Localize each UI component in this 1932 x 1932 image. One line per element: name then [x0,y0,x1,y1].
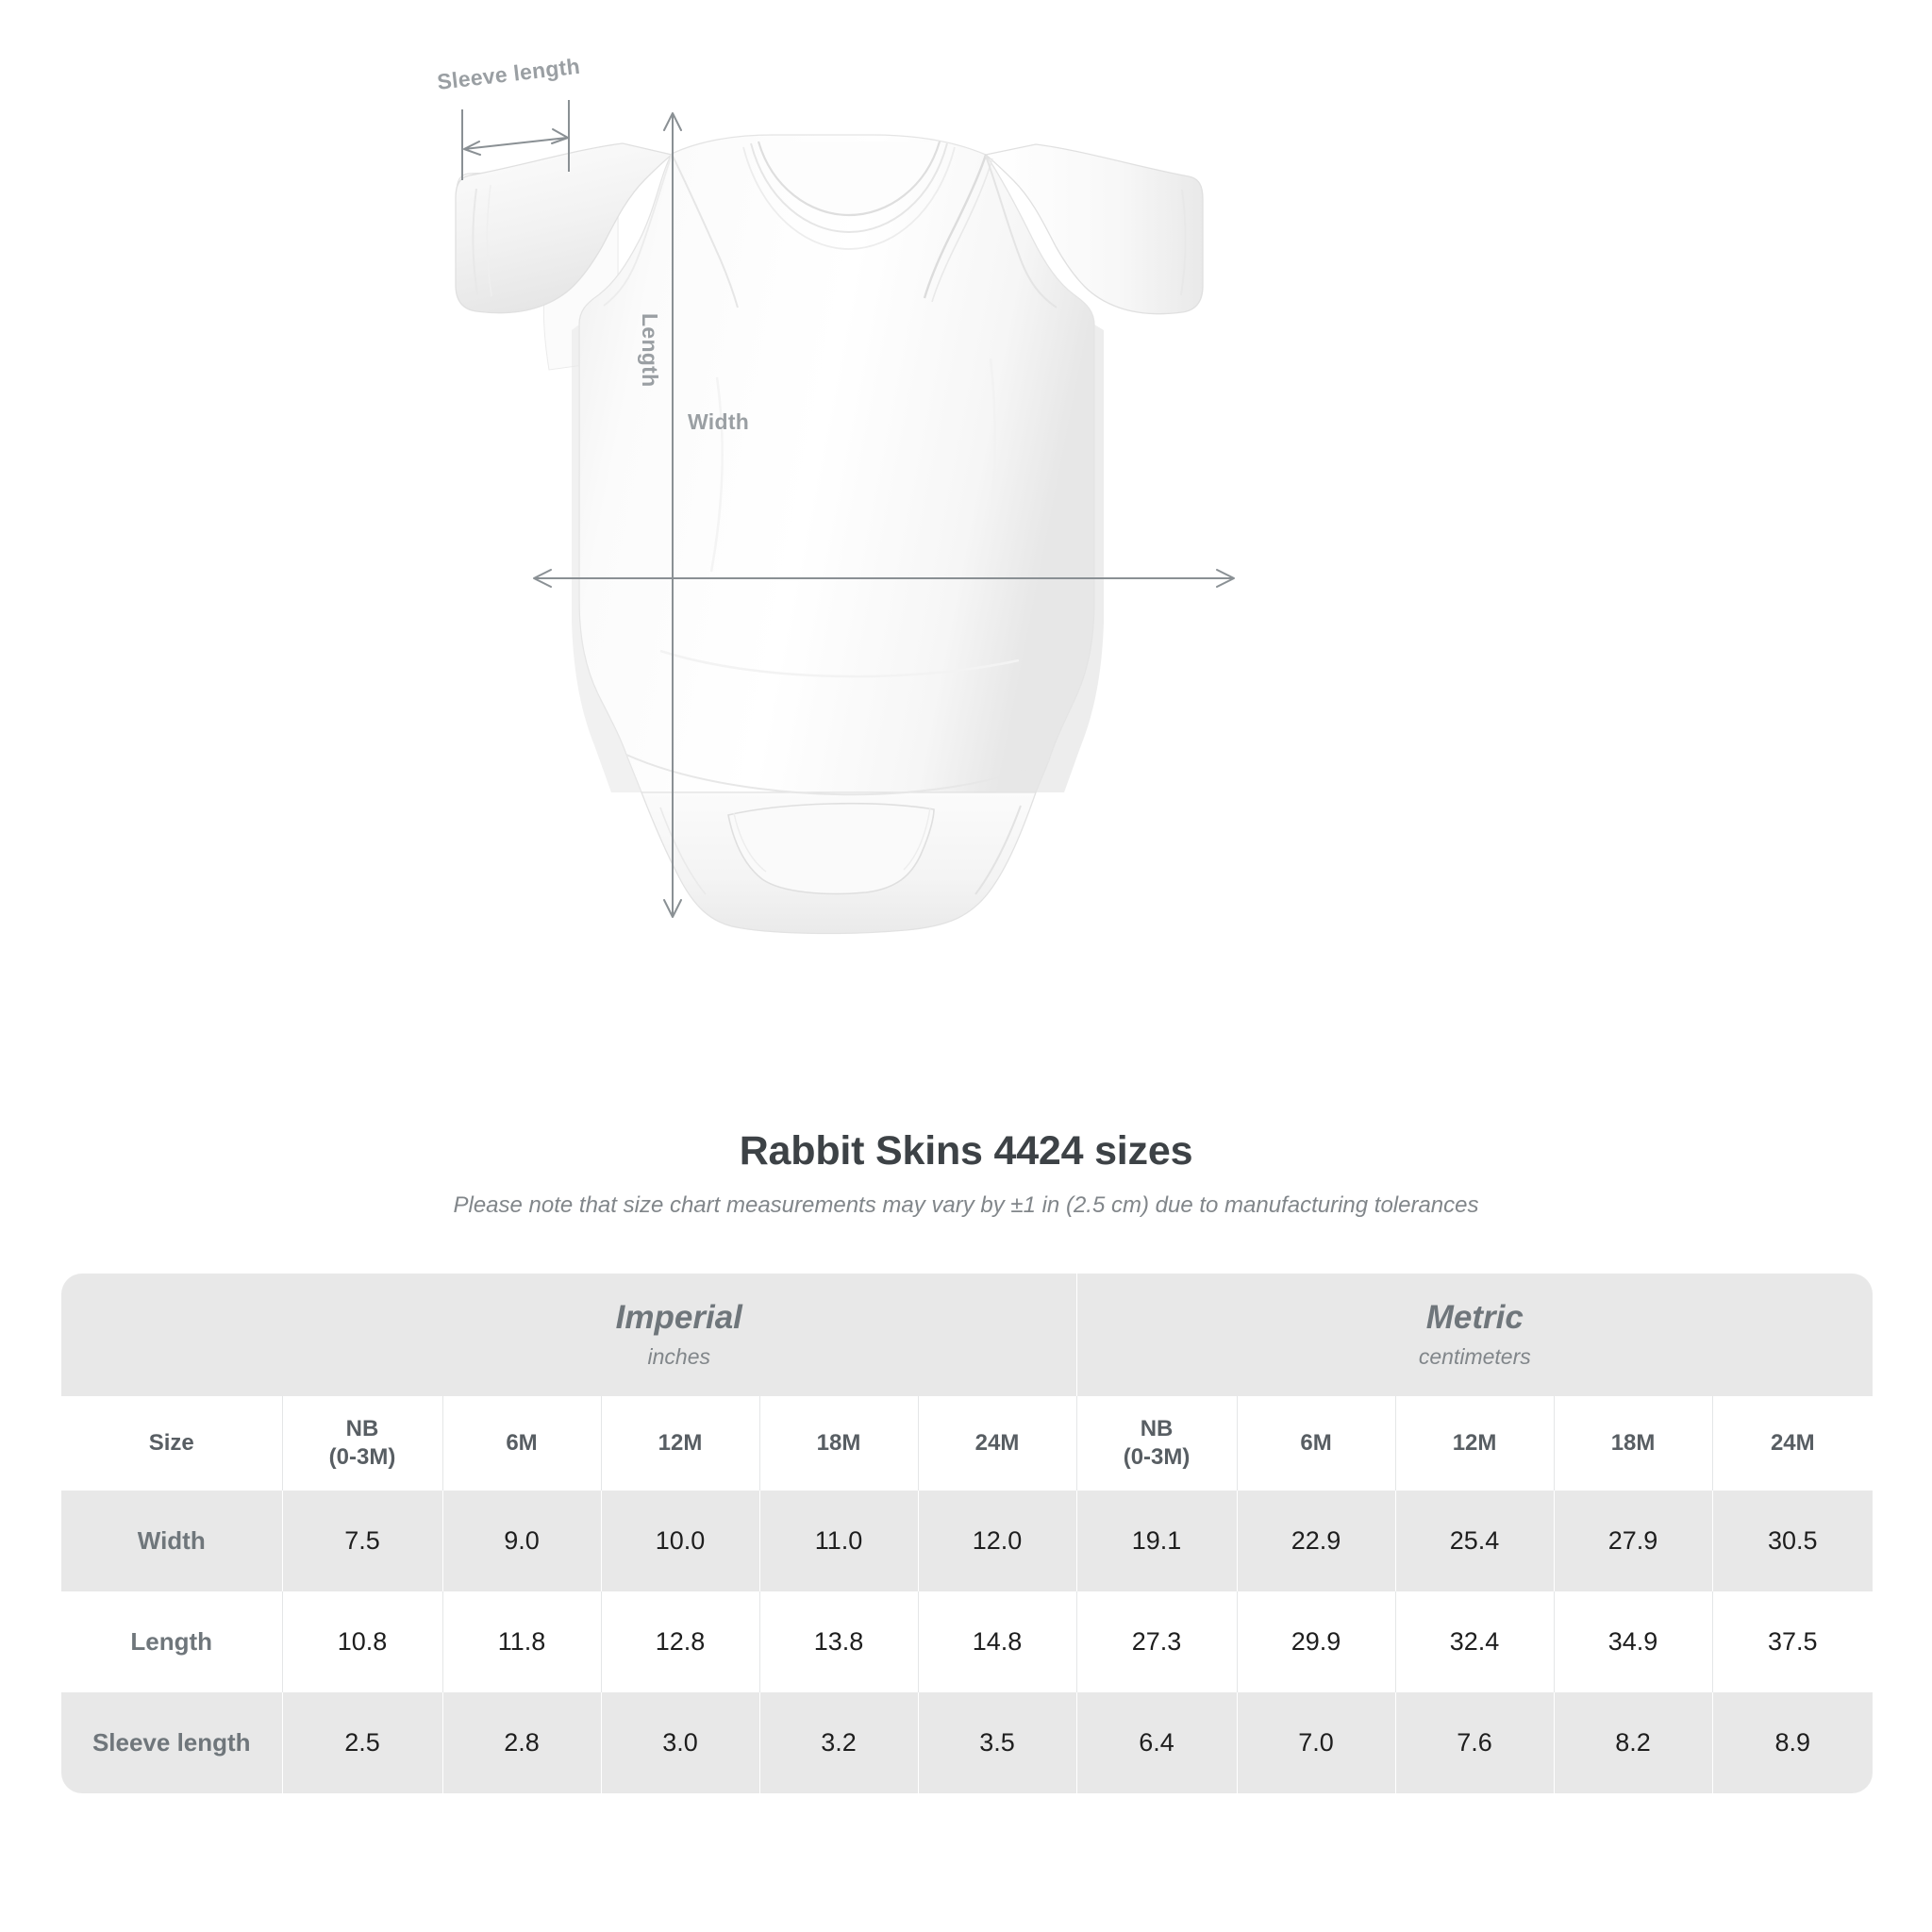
cell-width-imperial-24m: 12.0 [918,1491,1077,1591]
right-sleeve-outer [984,143,1204,315]
cell-length-metric-12m: 32.4 [1395,1591,1555,1692]
cell-length-metric-24m: 37.5 [1712,1591,1874,1692]
cell-width-imperial-18m: 11.0 [759,1491,919,1591]
cell-sleeve-imperial-nb: 2.5 [282,1692,443,1793]
width-dimension [533,569,1235,588]
right-armhole-seam [985,155,1058,308]
right-sleeve-hem-stitch [1166,185,1173,298]
cell-length-imperial-6m: 11.8 [442,1591,602,1692]
cell-width-metric-6m: 22.9 [1237,1491,1396,1591]
fabric-fold-1 [709,376,724,573]
neck-opening [757,141,941,217]
body-left-shadow [572,325,641,792]
length-dimension [663,112,682,918]
cell-width-metric-12m: 25.4 [1395,1491,1555,1591]
title-block: Rabbit Skins 4424 sizes Please note that… [0,1128,1932,1219]
cell-length-metric-6m: 29.9 [1237,1591,1396,1692]
right-sleeve-hem-seam [1180,189,1187,296]
size-chart-table-container: Imperial inches Metric centimeters Size … [61,1274,1874,1793]
cell-width-imperial-nb: 7.5 [282,1491,443,1591]
size-col-header-imperial-nb: NB (0-3M) [282,1396,443,1491]
cell-sleeve-imperial-6m: 2.8 [442,1692,602,1793]
size-chart-table: Imperial inches Metric centimeters Size … [61,1274,1874,1793]
size-col-header-text: NB [1140,1416,1174,1441]
unit-band-row: Imperial inches Metric centimeters [61,1274,1874,1396]
garment-diagram-panel: Sleeve length Length Width [436,54,1235,935]
snap-flap-stitch-left [733,812,767,873]
page-title: Rabbit Skins 4424 sizes [739,1128,1193,1174]
cell-sleeve-metric-18m: 8.2 [1554,1692,1713,1793]
unit-band-blank-cell [61,1274,282,1396]
unit-group-metric-unit: centimeters [1418,1344,1531,1370]
size-col-header-metric-6m: 6M [1237,1396,1396,1491]
size-col-header-metric-18m: 18M [1554,1396,1713,1491]
cell-width-metric-18m: 27.9 [1554,1491,1713,1591]
cell-sleeve-metric-6m: 7.0 [1237,1692,1396,1793]
cell-width-metric-24m: 30.5 [1712,1491,1874,1591]
unit-group-imperial-unit: inches [647,1344,711,1370]
body-right-shadow [1036,325,1104,792]
collar-stitch-line [742,146,956,250]
crotch-left-seam [659,807,707,895]
cell-length-imperial-18m: 13.8 [759,1591,919,1692]
row-label-width: Width [61,1491,283,1591]
size-col-header-metric-24m: 24M [1712,1396,1874,1491]
size-col-header-sub: (0-3M) [328,1444,396,1470]
right-shoulder-seam-stitch [931,158,993,303]
left-armhole-seam [603,154,673,307]
cell-sleeve-metric-12m: 7.6 [1395,1692,1555,1793]
size-col-header-imperial-18m: 18M [759,1396,919,1491]
snap-flap [727,802,935,895]
crotch-right-seam [974,805,1022,895]
table-row: Sleeve length 2.5 2.8 3.0 3.2 3.5 6.4 7.… [61,1692,1874,1793]
row-label-length: Length [61,1591,283,1692]
cell-sleeve-imperial-24m: 3.5 [918,1692,1077,1793]
unit-group-imperial: Imperial inches [282,1274,1077,1396]
width-annotation-label: Width [688,409,750,434]
snap-flap-stitch-right [903,807,931,871]
table-row: Width 7.5 9.0 10.0 11.0 12.0 19.1 22.9 2… [61,1491,1874,1591]
cell-width-imperial-6m: 9.0 [442,1491,602,1591]
left-shoulder-seam [671,153,739,308]
cell-sleeve-metric-nb: 6.4 [1076,1692,1238,1793]
cell-length-imperial-nb: 10.8 [282,1591,443,1692]
fabric-fold-3 [659,649,1020,678]
left-sleeve-hem-stitch [486,184,492,297]
cell-sleeve-metric-24m: 8.9 [1712,1692,1874,1793]
unit-group-metric-name: Metric [1425,1299,1524,1337]
size-col-header-imperial-12m: 12M [601,1396,760,1491]
bodysuit-body [578,134,1095,793]
table-corner-label: Size [61,1396,283,1491]
sleeve-length-dimension [461,100,570,180]
cell-sleeve-imperial-12m: 3.0 [601,1692,760,1793]
unit-group-imperial-name: Imperial [615,1299,742,1337]
size-col-header-sub: (0-3M) [1123,1444,1191,1470]
unit-group-metric: Metric centimeters [1076,1274,1874,1396]
size-col-header-imperial-24m: 24M [918,1396,1077,1491]
cell-sleeve-imperial-18m: 3.2 [759,1692,919,1793]
cell-length-imperial-24m: 14.8 [918,1591,1077,1692]
bottom-hem-line [625,754,1050,796]
cell-length-metric-nb: 27.3 [1076,1591,1238,1692]
cell-length-metric-18m: 34.9 [1554,1591,1713,1692]
row-label-sleeve-length: Sleeve length [61,1692,283,1793]
size-col-header-metric-nb: NB (0-3M) [1076,1396,1238,1491]
fabric-fold-2 [983,358,997,565]
cell-width-imperial-12m: 10.0 [601,1491,760,1591]
size-header-row: Size NB (0-3M) 6M 12M 18M 24M NB (0-3M) … [61,1396,1874,1491]
cell-length-imperial-12m: 12.8 [601,1591,760,1692]
right-shoulder-seam [923,154,988,299]
left-sleeve-hem-seam [472,188,478,295]
collar-rib-line [750,142,948,234]
size-col-header-imperial-6m: 6M [442,1396,602,1491]
table-row: Length 10.8 11.8 12.8 13.8 14.8 27.3 29.… [61,1591,1874,1692]
page-subtitle: Please note that size chart measurements… [453,1192,1479,1219]
length-annotation-label: Length [638,313,662,388]
left-sleeve-outer [455,142,674,314]
cell-width-metric-nb: 19.1 [1076,1491,1238,1591]
size-col-header-text: NB [345,1416,379,1441]
bodysuit-illustration [455,100,1235,935]
size-col-header-metric-12m: 12M [1395,1396,1555,1491]
